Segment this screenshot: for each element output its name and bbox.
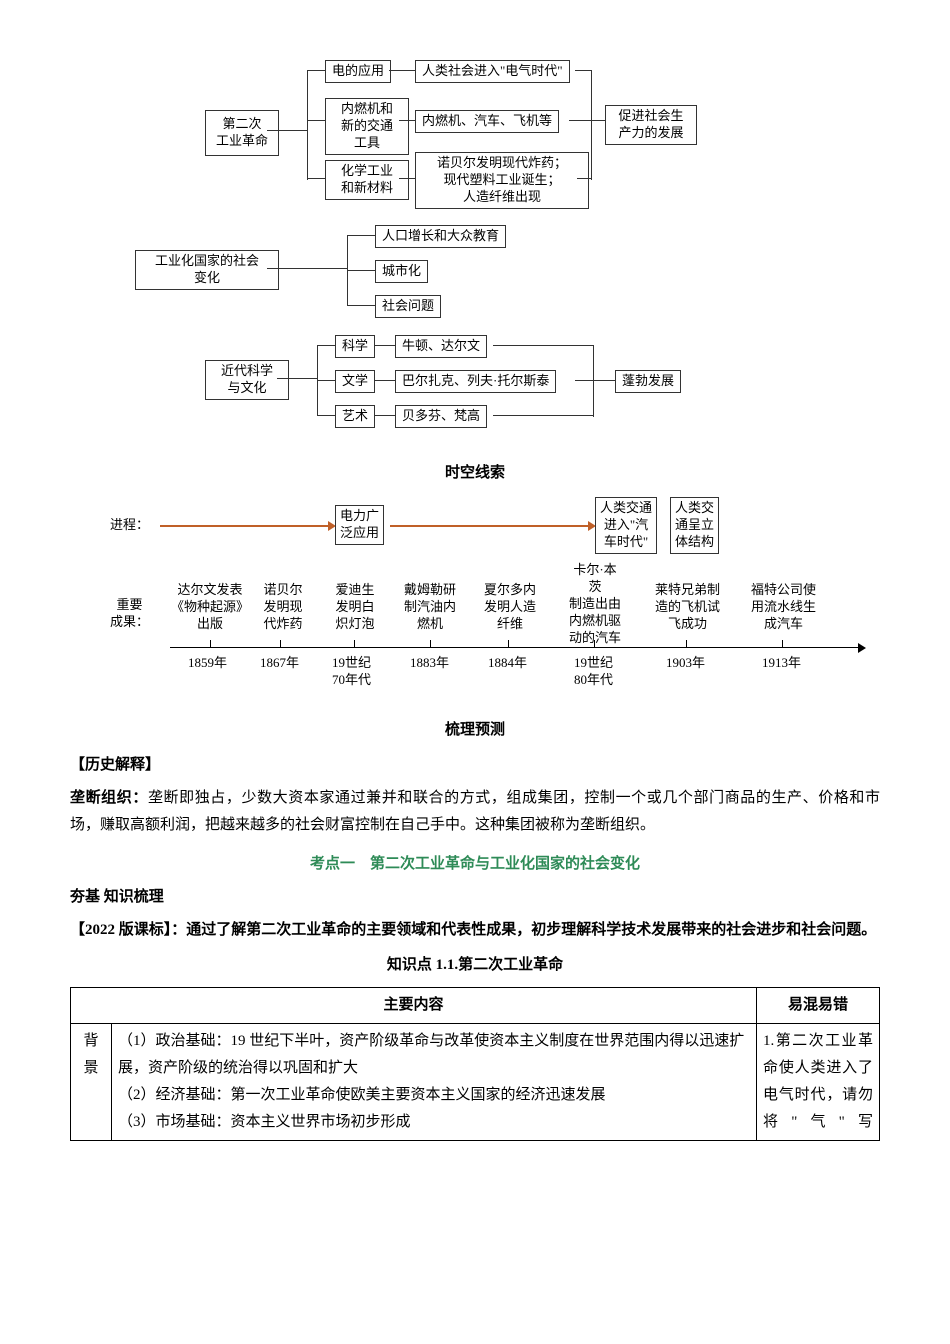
node-g2b: 城市化 <box>375 260 428 283</box>
node-root2: 工业化国家的社会变化 <box>135 250 279 290</box>
th-main: 主要内容 <box>71 988 757 1024</box>
yr5: 19世纪80年代 <box>574 655 613 689</box>
row-result-label: 重要成果： <box>110 597 149 631</box>
history-header: 【历史解释】 <box>70 752 880 779</box>
kebiao-para: 【2022 版课标】：通过了解第二次工业革命的主要领域和代表性成果，初步理解科学… <box>70 917 880 944</box>
shuli-heading: 梳理预测 <box>70 717 880 744</box>
kaodian1: 考点一 第二次工业革命与工业化国家的社会变化 <box>70 851 880 878</box>
longduan-label: 垄断组织： <box>70 790 148 806</box>
timeline-diagram: 进程： 电力广泛应用 人类交通进入"汽车时代" 人类交通呈立体结构 重要成果： … <box>70 497 880 697</box>
ev6: 莱特兄弟制造的飞机试飞成功 <box>650 582 725 633</box>
proc-box1: 电力广泛应用 <box>335 505 384 545</box>
node-g1b: 内燃机和新的交通工具 <box>325 98 409 155</box>
kebiao-text: 通过了解第二次工业革命的主要领域和代表性成果，初步理解科学技术发展带来的社会进步… <box>186 922 876 938</box>
timeline-heading: 时空线索 <box>70 460 880 487</box>
node-g1a-out: 人类社会进入"电气时代" <box>415 60 570 83</box>
ev4: 夏尔多内发明人造纤维 <box>480 582 540 633</box>
ev7: 福特公司使用流水线生成汽车 <box>746 582 821 633</box>
hangji: 夯基 知识梳理 <box>70 884 880 911</box>
knowledge-table: 主要内容 易混易错 背景 （1）政治基础：19 世纪下半叶，资产阶级革命与改革使… <box>70 987 880 1141</box>
node-g1b-out: 内燃机、汽车、飞机等 <box>415 110 559 133</box>
node-root3: 近代科学与文化 <box>205 360 289 400</box>
yr3: 1883年 <box>410 655 449 672</box>
ev1: 诺贝尔发明现代炸药 <box>258 582 308 633</box>
row1-err: 1.第二次工业革命使人类进入了电气时代，请勿将"气"写 <box>757 1024 880 1141</box>
node-g3c: 艺术 <box>335 405 375 428</box>
node-g3-far: 蓬勃发展 <box>615 370 681 393</box>
row-process-label: 进程： <box>110 517 149 534</box>
node-g3c-out: 贝多芬、梵高 <box>395 405 487 428</box>
node-g3a-out: 牛顿、达尔文 <box>395 335 487 358</box>
node-g2c: 社会问题 <box>375 295 441 318</box>
yr0: 1859年 <box>188 655 227 672</box>
concept-diagram: 第二次工业革命 电的应用 人类社会进入"电气时代" 内燃机和新的交通工具 内燃机… <box>70 60 880 440</box>
node-g2a: 人口增长和大众教育 <box>375 225 506 248</box>
node-g3b: 文学 <box>335 370 375 393</box>
proc-box2: 人类交通进入"汽车时代" <box>595 497 657 554</box>
yr1: 1867年 <box>260 655 299 672</box>
ev5: 卡尔·本茨制造出由内燃机驱动的汽车 <box>560 562 630 646</box>
yr2: 19世纪70年代 <box>332 655 371 689</box>
node-g1a: 电的应用 <box>325 60 391 83</box>
longduan-text: 垄断即独占，少数大资本家通过兼并和联合的方式，组成集团，控制一个或几个部门商品的… <box>70 790 880 833</box>
proc-box3: 人类交通呈立体结构 <box>670 497 719 554</box>
node-g3b-out: 巴尔扎克、列夫·托尔斯泰 <box>395 370 556 393</box>
ev0: 达尔文发表《物种起源》出版 <box>170 582 250 633</box>
ev2: 爱迪生发明白炽灯泡 <box>330 582 380 633</box>
kebiao-label: 【2022 版课标】： <box>70 922 186 938</box>
ev3: 戴姆勒研制汽油内燃机 <box>400 582 460 633</box>
node-g1c-out: 诺贝尔发明现代炸药；现代塑料工业诞生；人造纤维出现 <box>415 152 589 209</box>
longduan-para: 垄断组织：垄断即独占，少数大资本家通过兼并和联合的方式，组成集团，控制一个或几个… <box>70 785 880 839</box>
node-root1: 第二次工业革命 <box>205 110 279 156</box>
row1-content: （1）政治基础：19 世纪下半叶，资产阶级革命与改革使资本主义制度在世界范围内得… <box>112 1024 757 1141</box>
node-g1b-far: 促进社会生产力的发展 <box>605 105 697 145</box>
yr7: 1913年 <box>762 655 801 672</box>
th-err: 易混易错 <box>757 988 880 1024</box>
yr6: 1903年 <box>666 655 705 672</box>
node-g1c: 化学工业和新材料 <box>325 160 409 200</box>
node-g3a: 科学 <box>335 335 375 358</box>
yr4: 1884年 <box>488 655 527 672</box>
knowledge-point: 知识点 1.1.第二次工业革命 <box>70 952 880 979</box>
row1-label: 背景 <box>71 1024 112 1141</box>
